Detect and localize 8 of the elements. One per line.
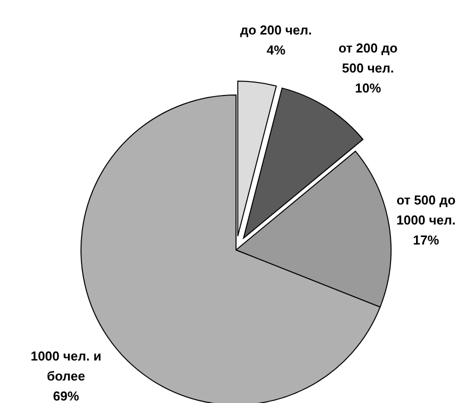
data-label: 4% (266, 42, 286, 58)
slice-label: от 200 до 500 чел. (338, 40, 398, 76)
data-label: 17% (412, 232, 440, 248)
data-label: 10% (354, 80, 382, 96)
slice-label: от 500 до 1000 чел. (396, 192, 456, 228)
data-label: 69% (52, 388, 80, 403)
slice-label: 1000 чел. и более (30, 348, 102, 384)
slice-label: до 200 чел. (240, 22, 312, 38)
